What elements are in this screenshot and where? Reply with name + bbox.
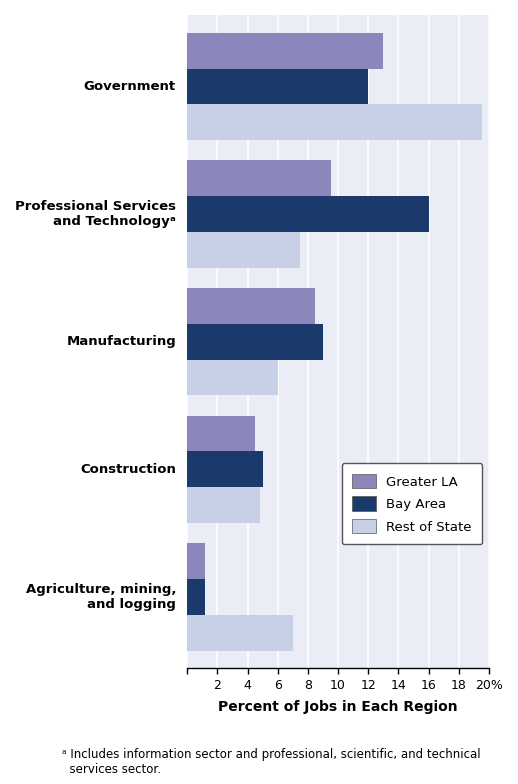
Bar [187,33,383,68]
Bar [187,360,278,395]
Bar [187,68,368,104]
Bar [187,615,293,651]
Bar [187,416,255,452]
Bar [187,196,429,232]
Bar [187,579,205,615]
Bar [187,232,300,267]
Bar [187,161,330,196]
Bar [187,288,315,324]
Bar [187,543,205,579]
Bar [187,487,260,523]
X-axis label: Percent of Jobs in Each Region: Percent of Jobs in Each Region [218,700,458,714]
Legend: Greater LA, Bay Area, Rest of State: Greater LA, Bay Area, Rest of State [341,463,482,544]
Bar [187,324,323,360]
Text: ᵃ Includes information sector and professional, scientific, and technical
  serv: ᵃ Includes information sector and profes… [62,748,481,776]
Bar [187,104,482,140]
Bar [187,452,263,487]
